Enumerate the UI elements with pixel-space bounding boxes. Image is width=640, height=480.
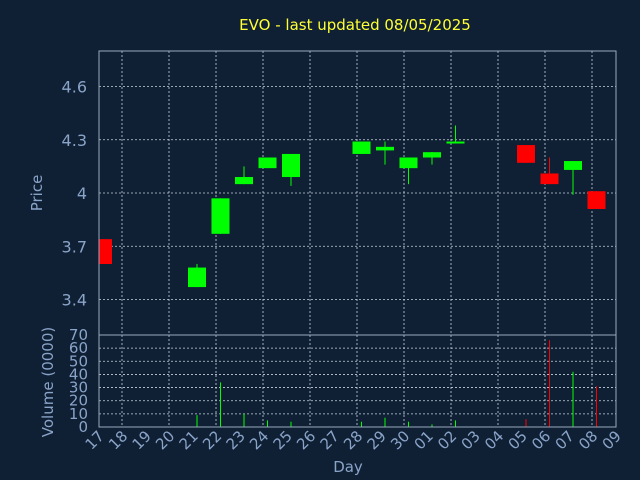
x-tick-label: 02 [434,427,460,453]
volume-tick-label: 30 [69,379,88,397]
price-tick-label: 3.4 [62,291,87,310]
candle [211,198,230,234]
candle [352,141,371,154]
x-tick-label: 09 [599,427,625,453]
x-tick-label: 03 [458,427,484,453]
candle [399,157,418,185]
x-tick-label: 20 [152,427,178,453]
price-tick-labels: 3.4 3.7 4 4.3 4.6 [62,78,87,310]
x-tick-label: 19 [129,427,155,453]
x-tick-label: 18 [105,427,131,453]
x-tick-label: 23 [223,427,249,453]
volume-tick-label: 50 [69,352,88,370]
candle [564,161,582,195]
candle [446,125,465,144]
candle [188,264,206,288]
candle [423,152,441,165]
volume-tick-label: 20 [69,392,88,410]
candle [282,153,300,186]
x-tick-label: 24 [246,427,272,453]
volume-tick-label: 40 [69,365,88,383]
candle-body [399,157,418,169]
candle-body [540,173,559,185]
x-tick-label: 29 [364,427,390,453]
x-tick-label: 01 [411,427,437,453]
x-tick-label: 06 [528,427,554,453]
candle-body [517,145,535,163]
x-axis-label: Day [333,458,363,476]
candle [99,239,112,264]
candle [258,157,277,169]
volume-tick-label: 70 [69,326,88,344]
x-tick-labels: 1718192021222324252627282930010203040506… [82,427,625,453]
candlestick-series [99,125,606,288]
volume-tick-label: 10 [69,405,88,423]
candle-body [446,141,465,144]
x-tick-label: 22 [199,427,225,453]
price-tick-label: 4 [77,184,87,203]
x-tick-label: 21 [176,427,202,453]
candle [235,166,253,185]
candle-body [352,141,371,154]
volume-series [196,340,597,427]
candle [540,157,559,185]
x-tick-label: 05 [505,427,531,453]
x-tick-label: 04 [481,427,507,453]
candle-body [564,161,582,170]
x-tick-label: 28 [340,427,366,453]
x-tick-label: 27 [317,427,343,453]
x-tick-label: 30 [387,427,413,453]
candle-body [282,153,300,178]
chart-title: EVO - last updated 08/05/2025 [239,16,471,34]
volume-tick-label: 0 [78,418,88,436]
candle-body [211,198,230,234]
price-tick-label: 3.7 [62,237,87,256]
price-axis-label: Price [28,175,46,212]
volume-panel-frame [98,334,617,428]
candle-body [235,177,253,185]
candle-body [376,146,394,151]
candle-body [258,157,277,169]
volume-tick-label: 60 [69,339,88,357]
candle [587,191,606,209]
candle-body [188,267,206,288]
candle-body [587,191,606,209]
price-tick-label: 4.6 [62,78,87,97]
candle-body [423,152,441,158]
candle-body [99,239,112,264]
x-tick-label: 26 [293,427,319,453]
candle [517,145,535,163]
x-tick-label: 08 [575,427,601,453]
x-tick-label: 07 [552,427,578,453]
volume-grid [99,335,616,427]
x-tick-label: 25 [270,427,296,453]
candle [376,141,394,165]
price-tick-label: 4.3 [62,131,87,150]
price-grid [99,51,616,335]
volume-axis-label: Volume (0000) [39,327,57,437]
